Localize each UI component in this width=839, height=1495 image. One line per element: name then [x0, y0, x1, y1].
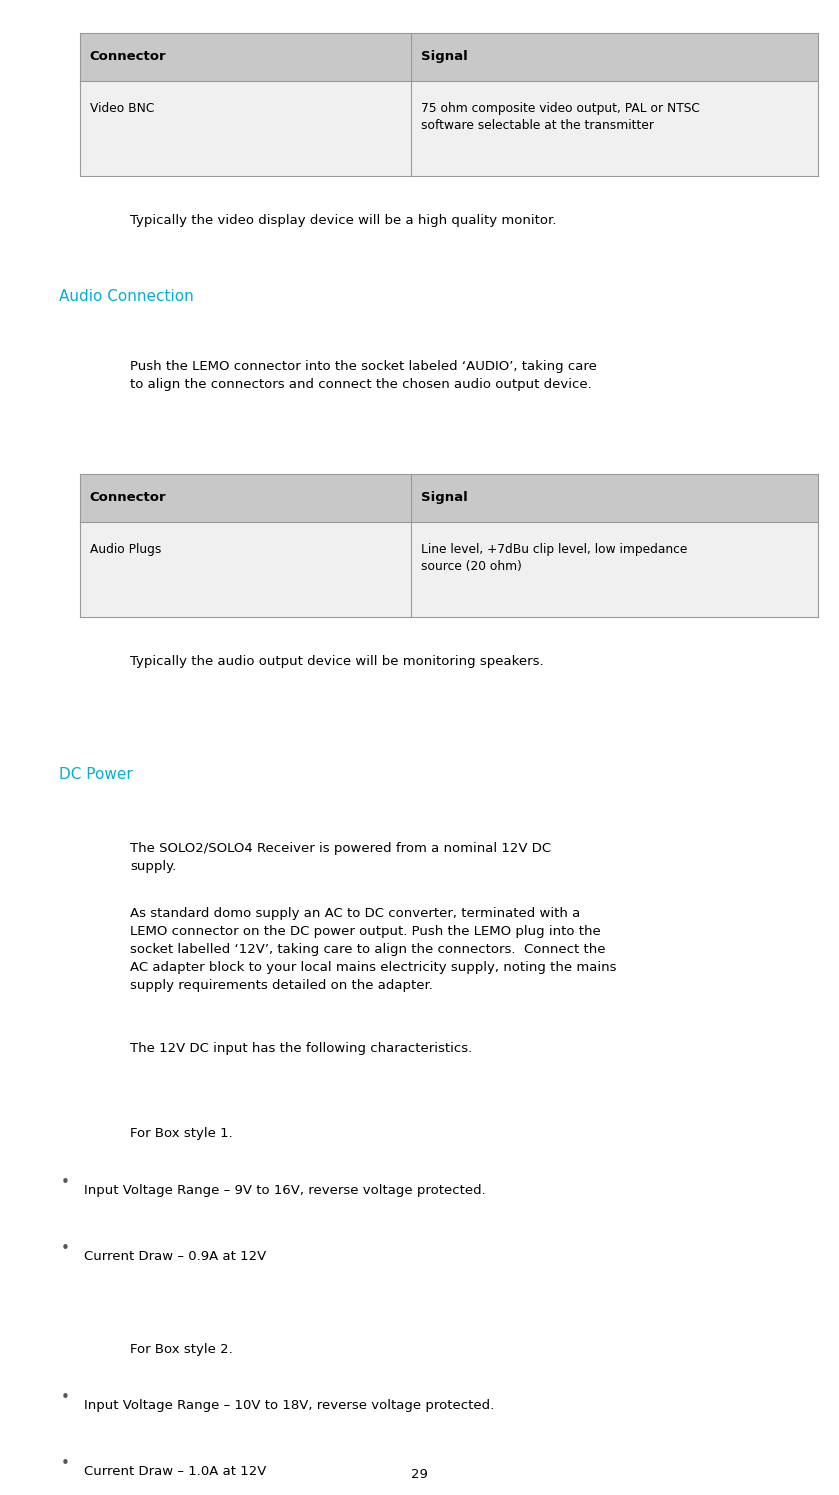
Text: •: • — [60, 1456, 70, 1471]
Text: •: • — [60, 1241, 70, 1256]
Text: For Box style 2.: For Box style 2. — [130, 1343, 232, 1356]
Text: Typically the audio output device will be monitoring speakers.: Typically the audio output device will b… — [130, 655, 544, 668]
Text: Line level, +7dBu clip level, low impedance
source (20 ohm): Line level, +7dBu clip level, low impeda… — [421, 543, 687, 573]
Text: The 12V DC input has the following characteristics.: The 12V DC input has the following chara… — [130, 1042, 472, 1055]
Text: 75 ohm composite video output, PAL or NTSC
software selectable at the transmitte: 75 ohm composite video output, PAL or NT… — [421, 102, 700, 132]
Bar — [80, 81, 818, 176]
Text: DC Power: DC Power — [59, 767, 133, 782]
Bar — [80, 474, 818, 522]
Bar — [80, 33, 818, 81]
Text: Audio Plugs: Audio Plugs — [90, 543, 161, 556]
Text: As standard domo supply an AC to DC converter, terminated with a
LEMO connector : As standard domo supply an AC to DC conv… — [130, 907, 617, 993]
Text: Video BNC: Video BNC — [90, 102, 154, 115]
Text: Input Voltage Range – 10V to 18V, reverse voltage protected.: Input Voltage Range – 10V to 18V, revers… — [84, 1399, 494, 1413]
Text: For Box style 1.: For Box style 1. — [130, 1127, 232, 1141]
Text: Input Voltage Range – 9V to 16V, reverse voltage protected.: Input Voltage Range – 9V to 16V, reverse… — [84, 1184, 486, 1197]
Bar — [80, 522, 818, 617]
Text: Push the LEMO connector into the socket labeled ‘AUDIO’, taking care
to align th: Push the LEMO connector into the socket … — [130, 360, 597, 392]
Text: Signal: Signal — [421, 51, 468, 63]
Text: Typically the video display device will be a high quality monitor.: Typically the video display device will … — [130, 214, 556, 227]
Text: Current Draw – 0.9A at 12V: Current Draw – 0.9A at 12V — [84, 1250, 266, 1263]
Text: Signal: Signal — [421, 492, 468, 504]
Text: The SOLO2/SOLO4 Receiver is powered from a nominal 12V DC
supply.: The SOLO2/SOLO4 Receiver is powered from… — [130, 842, 551, 873]
Text: Current Draw – 1.0A at 12V: Current Draw – 1.0A at 12V — [84, 1465, 266, 1479]
Text: Audio Connection: Audio Connection — [59, 289, 194, 303]
Text: Connector: Connector — [90, 51, 166, 63]
Text: 29: 29 — [411, 1468, 428, 1482]
Text: Connector: Connector — [90, 492, 166, 504]
Text: •: • — [60, 1390, 70, 1405]
Text: •: • — [60, 1175, 70, 1190]
